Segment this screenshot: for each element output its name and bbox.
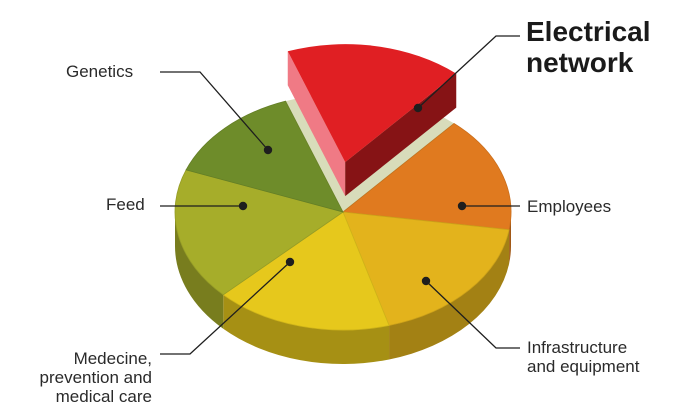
slice-genetics bbox=[185, 100, 344, 213]
slice-infrastructure-and-equipment bbox=[342, 211, 510, 326]
slice-cut-face-electrical-network bbox=[287, 51, 346, 197]
label-employees: Employees bbox=[527, 197, 612, 216]
label-feed: Feed bbox=[106, 195, 145, 214]
callout-line-infrastructure-and-equipment bbox=[425, 280, 520, 349]
callout-line-genetics bbox=[160, 71, 269, 151]
callout-dot-employees bbox=[457, 201, 467, 211]
label-medicine: Medecine, prevention and medical care bbox=[0, 349, 152, 406]
pie-sides bbox=[175, 212, 511, 364]
label-medicine-line2: prevention and bbox=[39, 368, 152, 387]
callout-dot-infrastructure-and-equipment bbox=[421, 276, 431, 286]
label-electrical-line1: Electrical bbox=[526, 16, 651, 47]
label-infrastructure-line2: and equipment bbox=[527, 357, 640, 376]
slice-electrical-network bbox=[287, 44, 457, 163]
slice-side-medecine-prevention-and-medical-care bbox=[223, 294, 390, 364]
slice-side-employees bbox=[509, 212, 511, 264]
callout-dot-feed bbox=[238, 201, 248, 211]
callout-lines bbox=[160, 35, 520, 355]
label-medicine-line3: medical care bbox=[55, 387, 152, 406]
callout-dot-electrical-network bbox=[413, 103, 423, 113]
slice-side-feed bbox=[175, 212, 224, 329]
exploded-slice-group bbox=[285, 44, 457, 212]
label-infrastructure-line1: Infrastructure bbox=[527, 338, 628, 357]
label-electrical-line2: network bbox=[526, 47, 634, 78]
label-electrical-network: Electrical network bbox=[526, 16, 651, 78]
callout-dot-medecine-prevention-and-medical-care bbox=[285, 257, 295, 267]
pie-tops bbox=[174, 100, 512, 331]
slice-medecine-prevention-and-medical-care bbox=[222, 211, 390, 331]
slice-cut-face-right-electrical-network bbox=[345, 73, 457, 197]
label-infrastructure: Infrastructure and equipment bbox=[527, 338, 639, 376]
callout-dot-genetics bbox=[263, 145, 273, 155]
slice-side-infrastructure-and-equipment bbox=[389, 229, 510, 360]
callout-line-electrical-network bbox=[417, 35, 520, 109]
slice-employees bbox=[341, 122, 512, 231]
callout-line-medecine-prevention-and-medical-care bbox=[160, 261, 291, 355]
label-genetics: Genetics bbox=[66, 62, 134, 81]
label-medicine-line1: Medecine, bbox=[73, 349, 152, 368]
